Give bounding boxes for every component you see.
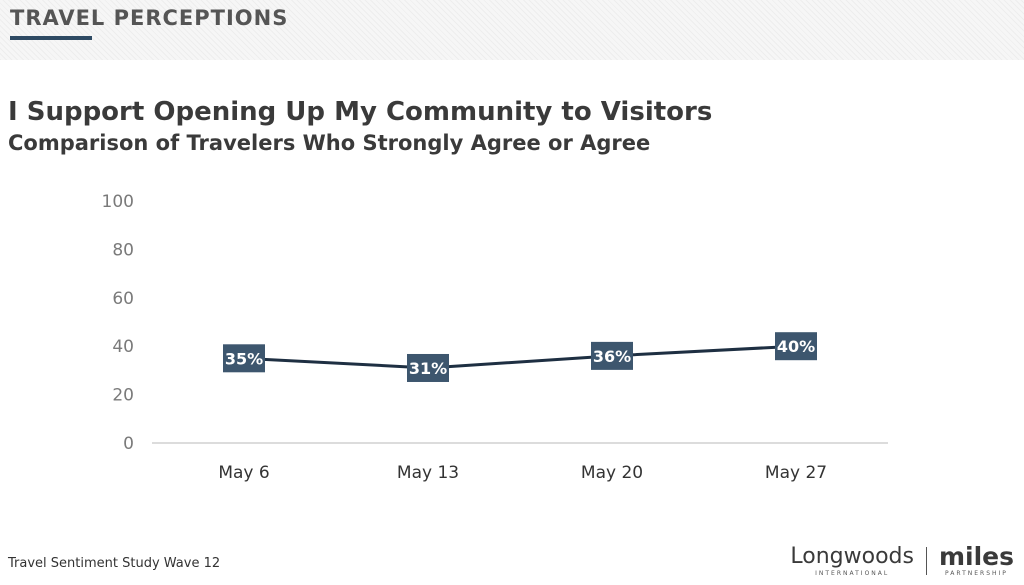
x-axis: May 6 May 13 May 20 May 27: [152, 442, 888, 483]
x-tick-label: May 13: [397, 463, 459, 483]
x-tick-label: May 6: [218, 463, 269, 483]
miles-logo-text: miles: [938, 542, 1014, 571]
miles-logo-subtext: PARTNERSHIP: [945, 570, 1008, 577]
longwoods-logo: Longwoods INTERNATIONAL: [790, 544, 914, 578]
chart-title: I Support Opening Up My Community to Vis…: [8, 97, 713, 127]
logo-divider: [925, 547, 927, 575]
series-line: [243, 344, 797, 370]
data-label-box: [407, 353, 449, 382]
longwoods-logo-subtext: INTERNATIONAL: [815, 570, 890, 577]
y-tick-label: 100: [102, 192, 134, 212]
data-label: 36%: [593, 347, 631, 366]
x-tick-label: May 20: [581, 463, 643, 483]
logos: Longwoods INTERNATIONAL miles PARTNERSHI…: [790, 541, 1014, 581]
series-line-group: [243, 344, 797, 370]
data-label-box: [223, 344, 265, 373]
data-label: 40%: [777, 337, 815, 356]
longwoods-logo-text: Longwoods: [790, 544, 914, 569]
y-tick-label: 60: [112, 289, 134, 309]
data-label: 35%: [225, 349, 263, 368]
y-axis: 0 20 40 60 80 100: [102, 192, 134, 454]
data-label: 31%: [409, 359, 447, 378]
header-band: [0, 0, 1024, 60]
section-title: TRAVEL PERCEPTIONS: [10, 6, 289, 30]
chart-subtitle: Comparison of Travelers Who Strongly Agr…: [8, 131, 651, 155]
y-tick-label: 0: [123, 434, 134, 454]
section-underline: [10, 36, 92, 40]
footer-note: Travel Sentiment Study Wave 12: [8, 556, 221, 571]
y-tick-label: 20: [112, 386, 134, 406]
data-label-box: [591, 341, 633, 370]
y-tick-label: 80: [112, 240, 134, 260]
y-tick-label: 40: [112, 337, 134, 357]
miles-logo: miles PARTNERSHIP: [938, 542, 1014, 577]
data-label-box: [775, 332, 817, 361]
x-tick-label: May 27: [765, 463, 827, 483]
data-labels: 35% 31% 36% 40%: [223, 332, 817, 382]
